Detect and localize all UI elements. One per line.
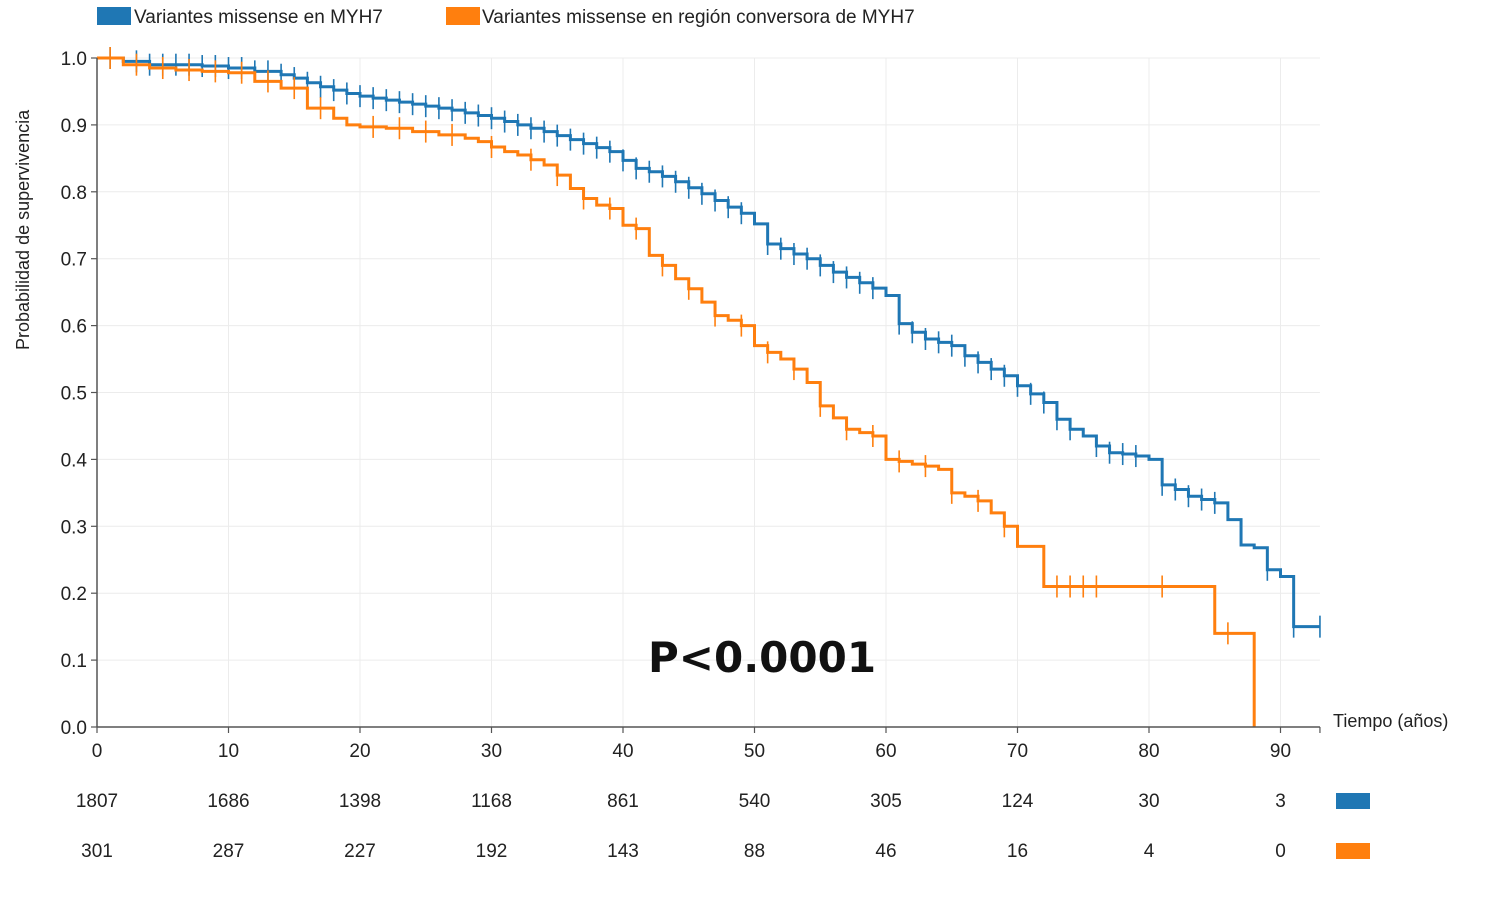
y-axis-title: Probabilidad de supervivencia — [13, 109, 33, 350]
risk-value-row-1-col-6: 46 — [875, 841, 896, 862]
risk-value-row-1-col-3: 192 — [476, 841, 508, 862]
x-tick-label-9: 90 — [1270, 741, 1291, 762]
x-tick-label-7: 70 — [1007, 741, 1028, 762]
risk-row-swatch-1 — [1336, 843, 1370, 859]
risk-value-row-1-col-1: 287 — [213, 841, 245, 862]
risk-value-row-1-col-5: 88 — [744, 841, 765, 862]
y-tick-label-6: 0.6 — [61, 317, 87, 338]
x-axis-title: Tiempo (años) — [1333, 711, 1448, 731]
y-tick-label-3: 0.3 — [61, 517, 87, 538]
risk-value-row-0-col-8: 30 — [1138, 791, 1159, 812]
x-tick-label-8: 80 — [1138, 741, 1159, 762]
y-tick-label-5: 0.5 — [61, 384, 87, 405]
survival-line-series-0 — [97, 56, 1320, 629]
x-tick-label-2: 20 — [349, 741, 370, 762]
risk-value-row-1-col-8: 4 — [1144, 841, 1155, 862]
y-tick-label-10: 1.0 — [61, 49, 87, 70]
risk-value-row-0-col-9: 3 — [1275, 791, 1286, 812]
risk-value-row-1-col-2: 227 — [344, 841, 376, 862]
survival-curves — [97, 47, 1321, 727]
risk-row-swatch-0 — [1336, 793, 1370, 809]
x-tick-label-6: 60 — [875, 741, 896, 762]
x-tick-label-1: 10 — [218, 741, 239, 762]
risk-value-row-0-col-6: 305 — [870, 791, 902, 812]
risk-value-row-0-col-7: 124 — [1002, 791, 1034, 812]
p-value-annotation: P<0.0001 — [648, 633, 876, 682]
y-tick-label-8: 0.8 — [61, 183, 87, 204]
legend-swatch-series-0 — [97, 7, 131, 25]
x-tick-label-4: 40 — [612, 741, 633, 762]
y-tick-label-4: 0.4 — [61, 450, 88, 471]
y-tick-label-7: 0.7 — [61, 250, 87, 271]
legend-label-series-0: Variantes missense en MYH7 — [134, 7, 383, 28]
y-tick-label-2: 0.2 — [61, 584, 87, 605]
risk-value-row-0-col-1: 1686 — [207, 791, 249, 812]
y-tick-label-9: 0.9 — [61, 116, 87, 137]
risk-value-row-0-col-0: 1807 — [76, 791, 118, 812]
grid — [97, 57, 1320, 727]
risk-value-row-0-col-4: 861 — [607, 791, 639, 812]
x-tick-label-0: 0 — [92, 741, 103, 762]
legend-swatch-series-1 — [446, 7, 480, 25]
risk-value-row-1-col-9: 0 — [1275, 841, 1286, 862]
axes: 0.0 0.1 0.2 0.3 0.4 0.5 0.6 0.7 0.8 0.9 1.0 0 10 20 30… — [61, 49, 1321, 762]
risk-value-row-0-col-2: 1398 — [339, 791, 381, 812]
risk-value-row-0-col-3: 1168 — [471, 791, 512, 812]
risk-value-row-1-col-7: 16 — [1007, 841, 1028, 862]
legend: Variantes missense en MYH7 Variantes mis… — [97, 7, 915, 28]
y-tick-label-0: 0.0 — [61, 718, 87, 739]
x-tick-label-5: 50 — [744, 741, 765, 762]
legend-label-series-1: Variantes missense en región conversora … — [482, 7, 915, 28]
risk-value-row-0-col-5: 540 — [739, 791, 771, 812]
y-tick-label-1: 0.1 — [61, 651, 87, 672]
risk-value-row-1-col-4: 143 — [607, 841, 639, 862]
risk-table: 1807 1686 1398 1168 861 540 305 124 30 3 301 287 227… — [76, 791, 1370, 862]
risk-value-row-1-col-0: 301 — [81, 841, 113, 862]
x-tick-label-3: 30 — [481, 741, 502, 762]
